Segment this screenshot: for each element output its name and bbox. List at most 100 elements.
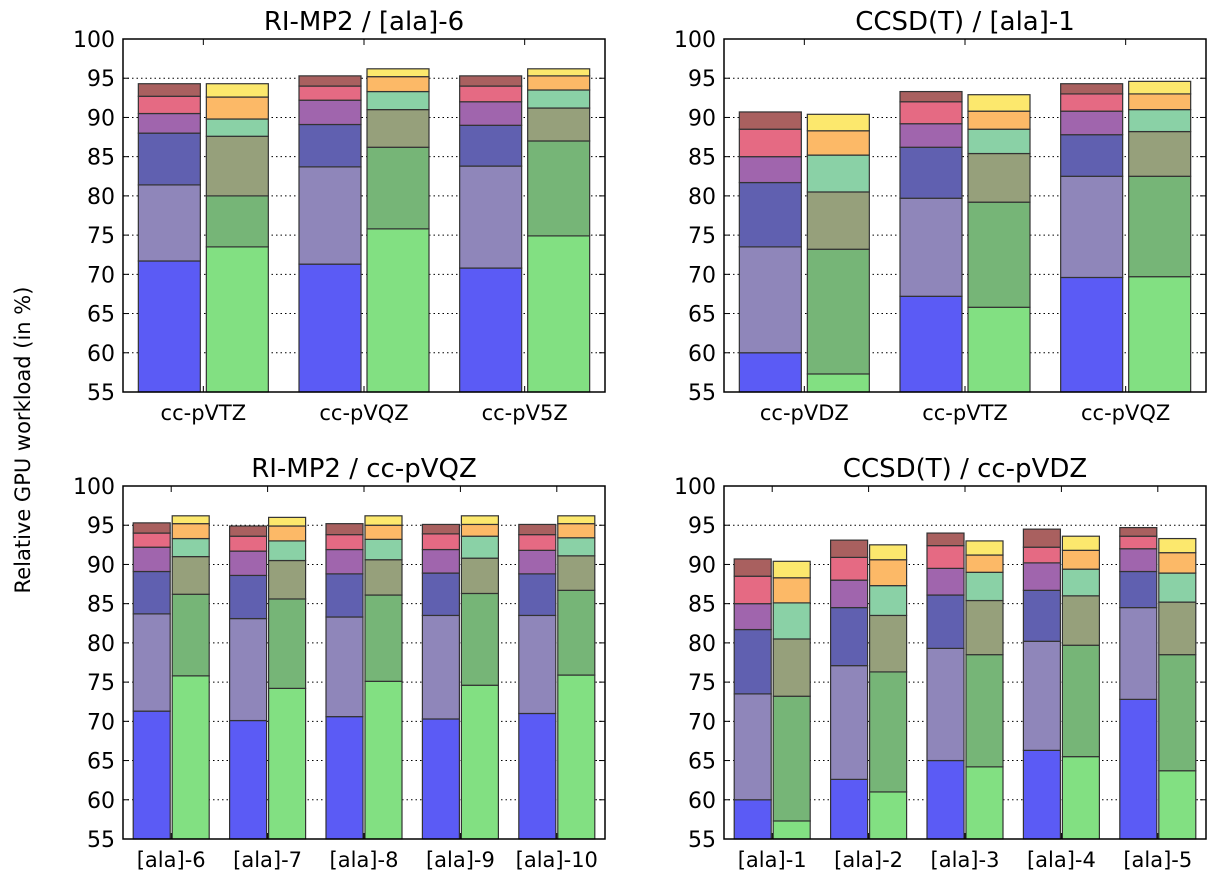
bar-segment-a-4 bbox=[1022, 546, 1062, 564]
bar-segment-a-5 bbox=[132, 522, 171, 534]
bar-segment-b-1 bbox=[1128, 175, 1192, 278]
bar-segment-a-1 bbox=[733, 693, 772, 801]
bar-segment-a-1 bbox=[132, 613, 171, 712]
bar-segment-b-1 bbox=[171, 593, 210, 677]
bar-segment-b-1 bbox=[1061, 644, 1101, 758]
x-tick-label: [ala]-9 bbox=[426, 848, 495, 872]
y-tick-label: 95 bbox=[87, 67, 115, 92]
x-tick-label: cc-pVTZ bbox=[161, 401, 247, 425]
x-tick-label: [ala]-3 bbox=[931, 848, 1000, 872]
bar-segment-a-1 bbox=[926, 647, 965, 762]
bar-segment-a-0 bbox=[733, 799, 772, 840]
bar-segment-a-4 bbox=[229, 535, 268, 552]
y-tick-label: 75 bbox=[688, 224, 716, 249]
bar-segment-b-4 bbox=[557, 523, 596, 539]
y-tick-label: 55 bbox=[87, 828, 115, 853]
bar-segment-a-4 bbox=[518, 534, 557, 551]
bar-segment-a-4 bbox=[132, 532, 171, 548]
panel-ccsdt-ala-1: CCSD(T) / [ala]-1 cc-pVDZ cc-pVTZ cc-pVQZ 55… bbox=[674, 7, 1207, 425]
bar-segment-a-3 bbox=[926, 567, 965, 596]
y-tick-label: 70 bbox=[688, 263, 716, 288]
x-tick-label: [ala]-8 bbox=[330, 848, 399, 872]
bar-segment-a-0 bbox=[459, 267, 523, 393]
bar-segment-b-0 bbox=[205, 246, 269, 393]
bar-segment-a-0 bbox=[421, 718, 460, 840]
y-tick-label: 80 bbox=[87, 185, 115, 210]
bar-segment-b-1 bbox=[460, 592, 499, 686]
y-axis-label: Relative GPU workload (in %) bbox=[11, 287, 35, 594]
bar-segment-a-1 bbox=[1060, 175, 1124, 279]
bar-segment-a-2 bbox=[132, 570, 171, 615]
bar-segment-a-5 bbox=[137, 83, 201, 97]
bar-segment-b-2 bbox=[806, 191, 870, 250]
bar-segment-a-0 bbox=[229, 719, 268, 840]
bar-segment-a-4 bbox=[733, 575, 772, 605]
x-tick-label: cc-pV5Z bbox=[482, 401, 568, 425]
bar-segment-a-0 bbox=[298, 263, 362, 393]
bar-segment-a-3 bbox=[738, 156, 802, 184]
bar-segment-b-0 bbox=[1128, 276, 1192, 393]
bar-segment-a-5 bbox=[1119, 526, 1158, 537]
bar-segment-b-0 bbox=[1061, 756, 1101, 840]
bar-segment-a-4 bbox=[1060, 93, 1124, 112]
y-tick-label: 95 bbox=[688, 67, 716, 92]
bar-segment-a-4 bbox=[738, 128, 802, 158]
bar-segment-a-3 bbox=[132, 546, 171, 573]
bar-segment-b-0 bbox=[268, 687, 307, 840]
panel-title: RI-MP2 / cc-pVQZ bbox=[251, 454, 477, 484]
bar-segment-b-5 bbox=[460, 515, 499, 526]
bar-segment-b-2 bbox=[171, 555, 210, 595]
bar-segment-b-1 bbox=[268, 598, 307, 689]
bar-segment-b-5 bbox=[1158, 537, 1197, 554]
bar-segment-b-5 bbox=[205, 83, 269, 98]
y-tick-label: 60 bbox=[87, 342, 115, 367]
bar-segment-b-4 bbox=[772, 577, 811, 604]
bar-segment-b-3 bbox=[806, 154, 870, 193]
y-tick-label: 70 bbox=[87, 710, 115, 735]
bar-segment-a-2 bbox=[325, 573, 364, 618]
bar-segment-b-4 bbox=[965, 554, 1004, 573]
bar-segment-b-1 bbox=[366, 146, 430, 230]
y-tick-label: 55 bbox=[87, 381, 115, 406]
bar-segment-b-5 bbox=[965, 540, 1004, 556]
bar-segment-a-5 bbox=[738, 111, 802, 130]
bar-segment-b-4 bbox=[268, 525, 307, 542]
bar-segment-b-4 bbox=[1158, 552, 1197, 574]
bar-segment-b-5 bbox=[268, 516, 307, 527]
bar-segment-b-1 bbox=[806, 248, 870, 375]
y-tick-label: 100 bbox=[73, 475, 115, 500]
bar-segment-a-2 bbox=[298, 123, 362, 168]
bar-segment-b-3 bbox=[366, 90, 430, 111]
bar-segment-a-2 bbox=[1119, 570, 1158, 609]
bar-segment-a-2 bbox=[459, 124, 523, 167]
bar-segment-b-2 bbox=[1061, 595, 1101, 646]
bar-segment-b-5 bbox=[364, 515, 403, 526]
bar-segment-b-5 bbox=[806, 113, 870, 132]
bar-segment-b-4 bbox=[868, 559, 908, 587]
bar-segment-b-4 bbox=[364, 524, 403, 540]
axes-frame bbox=[723, 38, 1207, 393]
bar-segment-b-5 bbox=[171, 515, 210, 525]
bar-segment-a-5 bbox=[298, 75, 362, 87]
bar-segment-b-0 bbox=[527, 235, 591, 393]
bar-segment-b-2 bbox=[772, 638, 811, 697]
bar-segment-b-0 bbox=[460, 684, 499, 840]
bar-segment-a-1 bbox=[1119, 606, 1158, 700]
bar-segment-b-4 bbox=[1128, 93, 1192, 111]
bar-segment-b-2 bbox=[1158, 601, 1197, 656]
bar-segment-a-3 bbox=[733, 603, 772, 631]
bar-segment-a-2 bbox=[1060, 134, 1124, 177]
bar-segment-a-4 bbox=[421, 533, 460, 551]
bar-segment-b-3 bbox=[364, 538, 403, 561]
bar-segment-a-5 bbox=[1060, 83, 1124, 95]
bar-segment-b-2 bbox=[268, 559, 307, 600]
y-tick-label: 85 bbox=[688, 146, 716, 171]
axes-frame bbox=[122, 485, 606, 840]
bar-segment-a-2 bbox=[137, 132, 201, 186]
bar-segment-a-5 bbox=[829, 539, 869, 558]
bar-segment-b-3 bbox=[527, 89, 591, 109]
bar-segment-b-5 bbox=[1128, 80, 1192, 95]
bar-segment-a-0 bbox=[325, 716, 364, 840]
y-tick-label: 85 bbox=[87, 593, 115, 618]
bar-segment-b-3 bbox=[460, 535, 499, 559]
